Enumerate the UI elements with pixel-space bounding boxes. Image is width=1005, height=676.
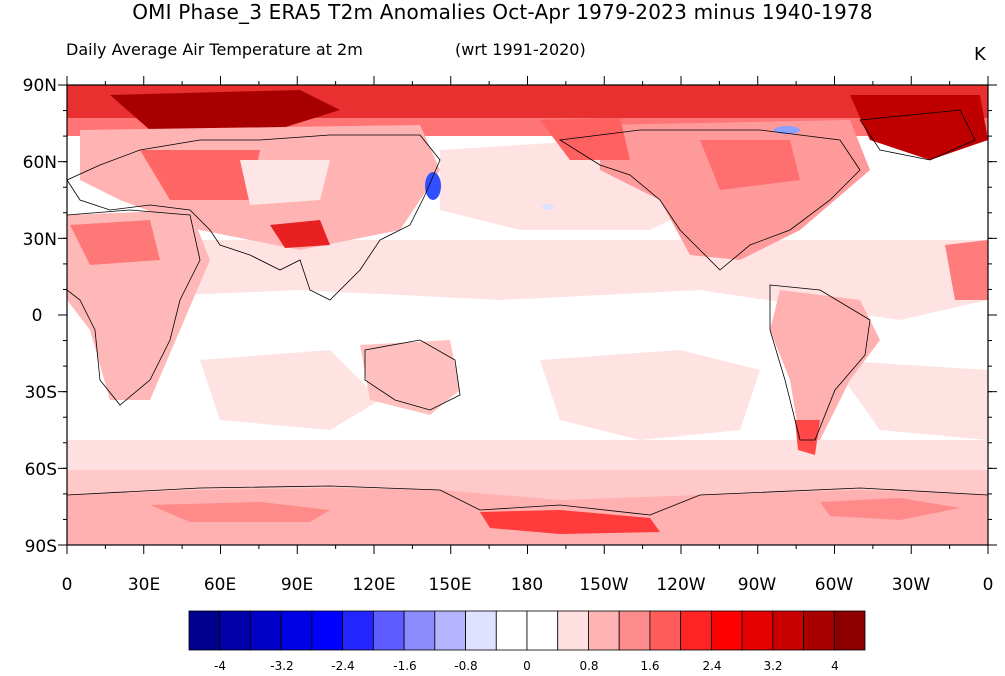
colorbar-label: 2.4 [702,659,721,673]
anomaly-patch-central-asia [140,150,260,200]
colorbar-swatch [495,610,528,651]
colorbar [188,610,866,651]
anomaly-patch-siberia-white [240,160,330,205]
lon-label: 150W [579,575,628,595]
lon-label: 120W [656,575,705,595]
colorbar-swatch [649,610,682,651]
colorbar-label: 4 [831,659,839,673]
colorbar-swatch [311,610,344,651]
colorbar-swatch [618,610,651,651]
anomaly-patch-south-america [770,290,880,440]
anomaly-patch-canada [700,140,800,190]
variable-subtitle: Daily Average Air Temperature at 2m [66,40,363,59]
colorbar-swatch [803,610,835,651]
anomaly-patch-sahara [70,220,160,265]
colorbar-swatch [741,610,774,651]
colorbar-swatch [588,610,620,651]
anomaly-patch-indian-ocean [200,350,380,430]
lon-label: 90W [738,575,777,595]
colorbar-labels: -4 -3.2 -2.4 -1.6 -0.8 0 0.8 1.6 2.4 3.2… [214,659,839,673]
lon-label: 90E [281,575,313,595]
colorbar-swatch [372,610,405,651]
colorbar-label: 1.6 [640,659,659,673]
anomaly-patch-weddell [820,498,960,520]
anomaly-patch-greenland [850,95,988,160]
anomaly-patch-south-atlantic [830,360,988,440]
cold-anomaly-baffin [774,126,800,134]
colorbar-label: -0.8 [454,659,477,673]
colorbar-label: -1.6 [393,659,416,673]
colorbar-swatch [557,610,589,651]
lat-label: 0 [32,306,43,326]
lon-label: 30E [128,575,160,595]
colorbar-label: -4 [214,659,226,673]
colorbar-swatch [465,610,497,651]
colorbar-label: -3.2 [270,659,293,673]
anomaly-patch-barents [110,90,340,135]
units-label: K [974,44,986,65]
anomaly-field [67,85,988,545]
anomaly-band-southern-ocean-1 [67,440,988,470]
cold-anomaly-okhotsk [425,172,441,200]
anomaly-patch-south-pacific [540,350,760,440]
anomaly-patch-tibet [270,220,330,248]
anomaly-patch-east-antarctica [150,502,330,522]
lat-label: 30N [23,230,57,250]
colorbar-swatch [342,610,374,651]
longitude-labels: 0 30E 60E 90E 120E 150E 180 150W 120W 90… [62,575,994,595]
colorbar-swatch [710,610,743,651]
colorbar-swatch [526,610,559,651]
colorbar-swatch [403,610,436,651]
cold-anomaly-north-pacific [542,204,554,210]
lon-label: 30W [892,575,931,595]
reference-period-subtitle: (wrt 1991-2020) [455,40,586,59]
colorbar-swatch [772,610,804,651]
colorbar-swatch [833,610,866,651]
anomaly-patch-tropical-band [67,240,988,320]
lon-label: 60W [815,575,854,595]
lat-label: 60N [23,153,57,173]
colorbar-swatch [250,610,282,651]
lat-label: 90N [23,76,57,96]
colorbar-label: 0.8 [579,659,598,673]
colorbar-label: 3.2 [763,659,782,673]
lon-label: 0 [62,575,73,595]
map-title: OMI Phase_3 ERA5 T2m Anomalies Oct-Apr 1… [132,0,873,24]
lon-label: 60E [204,575,236,595]
anomaly-patch-australia [360,340,460,415]
anomaly-patch-atlantic [945,240,988,300]
lon-label: 0 [983,575,994,595]
lat-label: 60S [25,460,57,480]
axis-ticks [58,76,997,554]
colorbar-swatch [219,610,251,651]
anomaly-patch-north-america [600,120,870,260]
coastlines [67,109,988,516]
lon-label: 150E [428,575,471,595]
colorbar-label: -2.4 [331,659,354,673]
lat-label: 90S [25,537,57,557]
anomaly-patch-patagonia [795,420,820,455]
lat-label: 30S [25,383,57,403]
colorbar-swatch [280,610,313,651]
colorbar-swatch [188,610,221,651]
anomaly-patch-ross-ice [480,510,660,534]
lon-label: 120E [352,575,395,595]
colorbar-swatch [434,610,466,651]
anomaly-patch-alaska [540,118,630,160]
latitude-labels: 90N 60N 30N 0 30S 60S 90S [23,76,57,557]
colorbar-swatch [680,610,712,651]
lon-label: 180 [511,575,543,595]
colorbar-label: 0 [523,659,531,673]
